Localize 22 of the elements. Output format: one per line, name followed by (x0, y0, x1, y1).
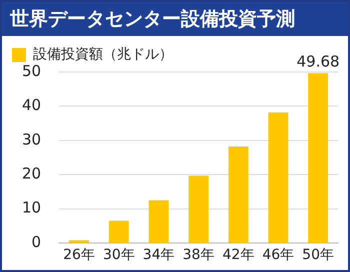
y-tick-label: 40 (22, 96, 42, 114)
bar (268, 112, 288, 242)
bar (148, 200, 169, 242)
bar (108, 220, 129, 242)
y-tick-label: 50 (22, 62, 42, 80)
x-tick-label: 50年 (302, 247, 334, 264)
bar (188, 176, 209, 242)
y-tick-label: 0 (32, 232, 42, 251)
x-tick-label: 34年 (142, 247, 175, 264)
x-tick-label: 26年 (63, 247, 95, 264)
y-tick-label: 10 (22, 198, 42, 217)
y-tick-label: 20 (22, 164, 42, 182)
data-label: 49.68 (296, 52, 340, 70)
x-tick-label: 38年 (182, 247, 214, 264)
bar (228, 146, 248, 242)
chart-title: 世界データセンター設備投資予測 (2, 2, 348, 36)
y-tick-label: 30 (22, 130, 42, 148)
x-tick-label: 42年 (222, 247, 254, 264)
legend-label: 設備投資額（兆ドル） (33, 46, 173, 63)
bar (308, 73, 328, 242)
x-tick-label: 30年 (102, 247, 135, 264)
x-tick-label: 46年 (262, 247, 294, 264)
